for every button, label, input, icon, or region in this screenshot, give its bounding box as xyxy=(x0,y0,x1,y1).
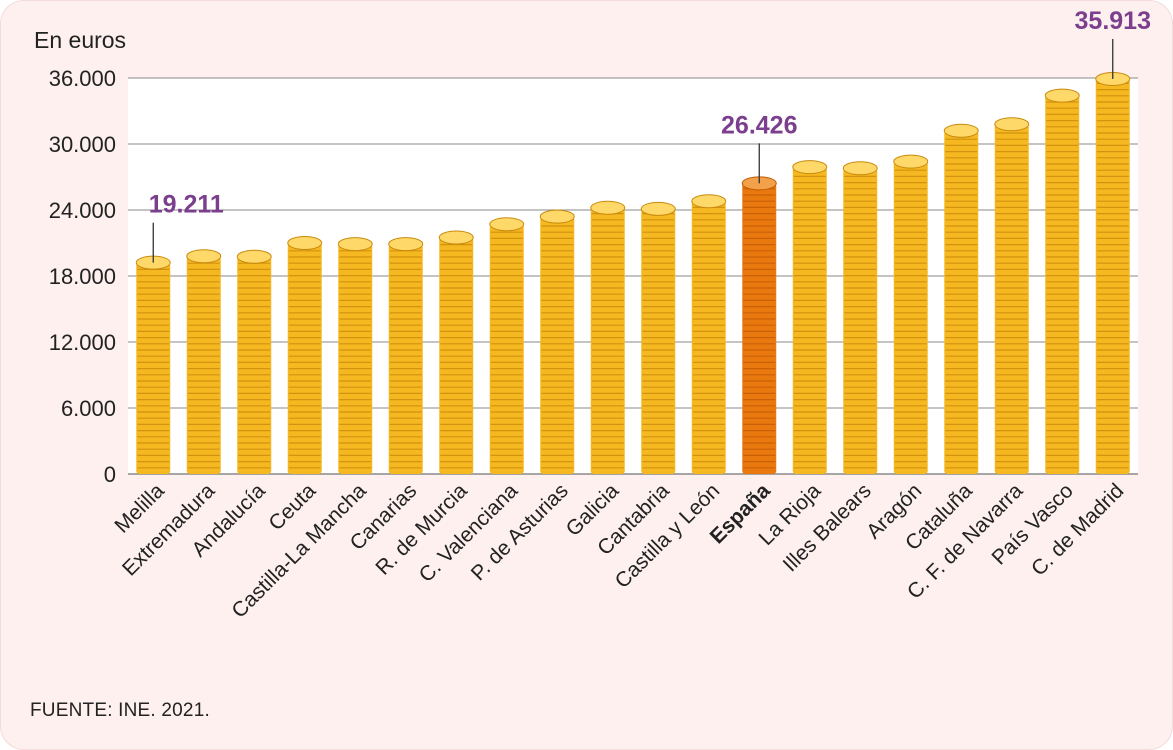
bar-top-coin xyxy=(691,194,727,209)
bar-top-coin xyxy=(186,249,222,264)
y-tick-label: 0 xyxy=(104,462,116,487)
bar-castilla-la-mancha xyxy=(337,237,373,474)
bar-ceuta xyxy=(287,236,323,474)
bar-c-f-de-navarra xyxy=(994,117,1030,474)
y-axis-unit-label: En euros xyxy=(34,27,126,53)
bar-top-coin xyxy=(792,160,828,175)
bar-body xyxy=(186,256,221,474)
bar-c-de-madrid xyxy=(1095,71,1131,474)
bar-body xyxy=(1045,95,1080,474)
bar-illes-balears xyxy=(842,161,878,474)
value-annotation: 35.913 xyxy=(1075,7,1151,35)
bar-body xyxy=(338,244,373,474)
bar-top-coin xyxy=(236,249,272,264)
bar-andalucía xyxy=(236,249,272,474)
bar-top-coin xyxy=(489,217,525,232)
bar-país-vasco xyxy=(1044,88,1080,474)
bar-top-coin xyxy=(438,230,474,245)
bar-top-coin xyxy=(994,117,1030,132)
bar-la-rioja xyxy=(792,160,828,474)
bar-top-coin xyxy=(893,154,929,169)
y-tick-label: 36.000 xyxy=(49,66,116,91)
y-tick-label: 6.000 xyxy=(61,396,116,421)
value-annotation: 19.211 xyxy=(149,191,224,219)
bar-body xyxy=(590,207,625,475)
bar-top-coin xyxy=(287,236,323,250)
bar-body xyxy=(1095,78,1130,474)
y-tick-label: 24.000 xyxy=(49,198,116,223)
bar-body xyxy=(994,124,1029,474)
bar-body xyxy=(742,183,777,474)
bar-españa xyxy=(741,176,777,474)
bar-aragón xyxy=(893,154,929,474)
bar-body xyxy=(540,216,575,474)
bar-body xyxy=(388,244,423,474)
bar-body xyxy=(641,208,676,474)
bar-top-coin xyxy=(337,237,373,252)
bar-top-coin xyxy=(842,161,878,176)
bar-r-de-murcia xyxy=(438,230,474,474)
bar-cataluña xyxy=(943,123,979,475)
bar-c-valenciana xyxy=(489,217,525,474)
bar-top-coin xyxy=(943,123,979,138)
bar-top-coin xyxy=(388,237,424,252)
y-tick-label: 12.000 xyxy=(49,330,116,355)
bar-castilla-y-león xyxy=(691,194,727,474)
bar-galicia xyxy=(590,200,626,475)
bar-body xyxy=(792,167,827,474)
bar-body xyxy=(237,256,272,474)
y-tick-label: 30.000 xyxy=(49,132,116,157)
bar-melilla xyxy=(135,255,171,474)
bar-body xyxy=(893,161,928,474)
y-tick-label: 18.000 xyxy=(49,264,116,289)
bar-canarias xyxy=(388,237,424,474)
bar-cantabria xyxy=(640,201,676,474)
value-annotation: 26.426 xyxy=(721,111,797,139)
bar-extremadura xyxy=(186,249,222,474)
bar-top-coin xyxy=(539,209,575,224)
bar-p-de-asturias xyxy=(539,209,575,474)
source-note: FUENTE: INE. 2021. xyxy=(30,700,210,721)
bar-body xyxy=(944,130,979,475)
bar-top-coin xyxy=(640,201,676,216)
bar-body xyxy=(287,243,322,474)
bar-top-coin xyxy=(1044,88,1080,103)
bar-top-coin xyxy=(590,200,626,215)
